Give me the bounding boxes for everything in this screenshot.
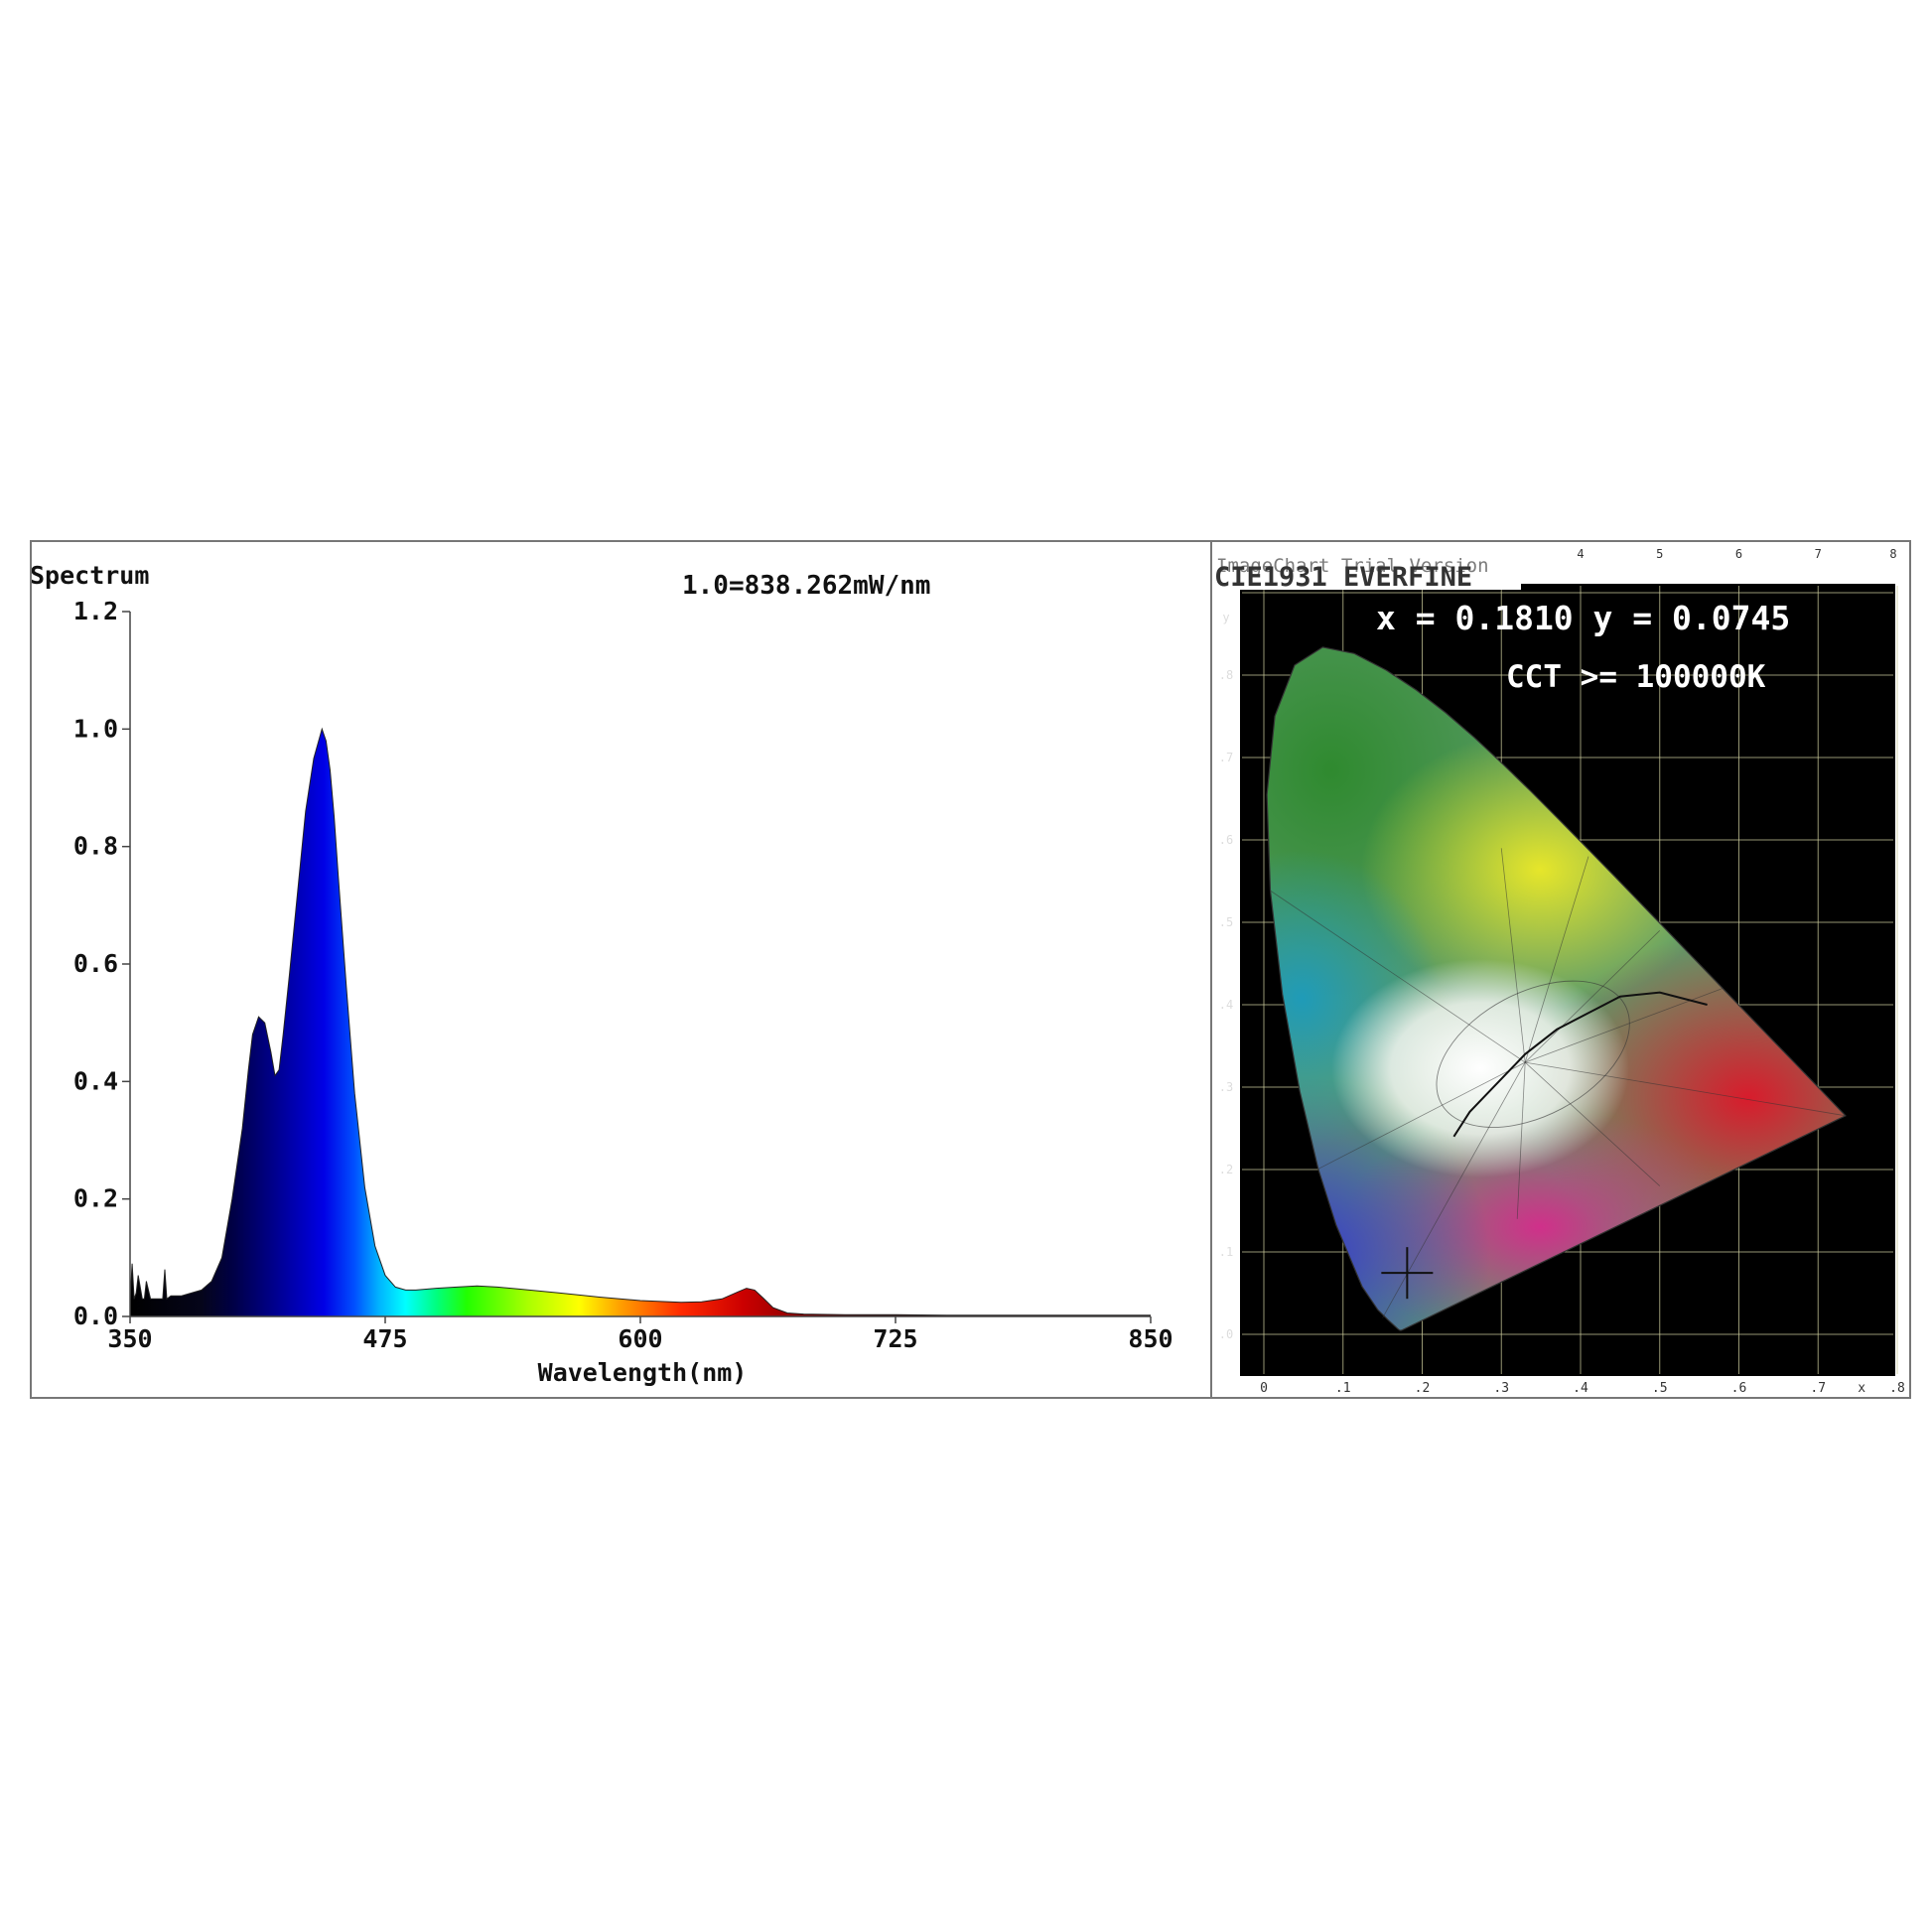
cie-x-tick-label: .5 — [1652, 1381, 1668, 1396]
region-boundary — [1500, 848, 1526, 1063]
cie-header: CIE1931 EVERFINE — [1214, 562, 1472, 593]
white-region-boundary — [1436, 980, 1630, 1128]
cie-top-tick-label: 4 — [1577, 547, 1584, 561]
cie-axes: 0 .1 .2 .3 .4 .5 .6 .7 x .8 4 5 6 7 8 .0 .1 .2 .3 .4 .5 .6 .7.… — [1219, 547, 1905, 1396]
y-tick-label: 0.8 — [73, 832, 118, 861]
region-boundary — [1524, 1061, 1661, 1186]
cie-y-tick-label: .8 — [1219, 668, 1233, 682]
cie-x-tick-label: .3 — [1493, 1381, 1509, 1396]
cie-x-tick-label: .2 — [1415, 1381, 1431, 1396]
cie-top-tick-label: 6 — [1735, 547, 1742, 561]
cie-top-tick-label: 5 — [1656, 547, 1663, 561]
cie-y-tick-label: .2 — [1219, 1163, 1233, 1176]
cie-x-tick-label: 0 — [1260, 1381, 1268, 1396]
cie-header-background — [1214, 556, 1521, 590]
spectrum-axes: 0.0 0.2 0.4 0.6 0.8 1.0 1.2 350 475 600 725 850 — [73, 597, 1173, 1353]
cie-y-tick-label: .7 — [1219, 751, 1233, 764]
figure-frame: Spectrum 1.0=838.262mW/nm 0.0 0.2 0.4 0.6 0.… — [30, 540, 1911, 1399]
chromaticity-readout: x = 0.1810 y = 0.0745 — [1376, 599, 1790, 637]
cie-y-tick-label: y — [1222, 611, 1229, 624]
cie-y-tick-label: .3 — [1219, 1080, 1233, 1094]
region-boundary — [1524, 930, 1661, 1063]
region-boundary — [1525, 1061, 1846, 1117]
spectrum-panel: Spectrum 1.0=838.262mW/nm 0.0 0.2 0.4 0.6 0.… — [30, 542, 1210, 1397]
cie-top-tick-label: 8 — [1889, 547, 1896, 561]
panel-divider — [1210, 542, 1212, 1397]
y-tick-label: 0.4 — [73, 1066, 118, 1095]
cie-y-tick-label: .4 — [1219, 998, 1233, 1012]
cie-top-tick-label: 7 — [1815, 547, 1822, 561]
color-region-boundaries — [1270, 848, 1846, 1318]
x-tick-label: 600 — [618, 1324, 662, 1353]
y-tick-label: 0.6 — [73, 949, 118, 978]
spectrum-outline — [129, 727, 1151, 1316]
spectrum-chart: Spectrum 1.0=838.262mW/nm 0.00.20.40.60.… — [30, 561, 1173, 1387]
cie-y-tick-label: .5 — [1219, 915, 1233, 929]
y-tick-label: 0.2 — [73, 1184, 118, 1213]
planckian-locus — [1452, 991, 1708, 1138]
trial-version-overlay: ImageChart Trial Version — [1216, 555, 1489, 577]
y-tick-label: 0.0 — [73, 1302, 118, 1330]
cct-readout: CCT >= 100000K — [1506, 659, 1766, 695]
region-boundary — [1317, 1061, 1526, 1170]
spectrum-title: Spectrum — [32, 561, 149, 590]
spectrum-area — [130, 729, 1151, 1316]
cie-x-tick-label: .4 — [1573, 1381, 1588, 1396]
cie-x-tick-label: .8 — [1889, 1381, 1905, 1396]
y-tick-label: 1.0 — [73, 714, 118, 743]
chromaticity-point-marker — [1381, 1247, 1434, 1300]
cie-y-tick-label: .6 — [1219, 833, 1233, 847]
region-boundary — [1516, 1062, 1526, 1219]
cie-y-tick-label: .1 — [1219, 1245, 1233, 1259]
cie-x-tick-label: .6 — [1731, 1381, 1747, 1396]
cie-x-tick-label: .7 — [1810, 1381, 1826, 1396]
region-boundary — [1524, 856, 1589, 1063]
spectral-locus-outline — [1266, 646, 1847, 1331]
x-tick-label: 850 — [1128, 1324, 1173, 1353]
x-axis-label: Wavelength(nm) — [538, 1358, 748, 1387]
x-tick-label: 350 — [107, 1324, 152, 1353]
x-tick-label: 475 — [362, 1324, 407, 1353]
y-tick-label: 1.2 — [73, 597, 118, 625]
cie-y-tick-label: .0 — [1219, 1327, 1233, 1341]
x-tick-label: 725 — [873, 1324, 917, 1353]
cie-x-tick-label: x — [1858, 1381, 1865, 1396]
cie-panel: 0 .1 .2 .3 .4 .5 .6 .7 x .8 4 5 6 7 8 .0 .1 .2 .3 .4 .5 .6 .7.… — [1212, 542, 1909, 1397]
region-boundary — [1270, 890, 1526, 1063]
cie-x-tick-label: .1 — [1335, 1381, 1351, 1396]
cie-chromaticity-chart: 0 .1 .2 .3 .4 .5 .6 .7 x .8 4 5 6 7 8 .0 .1 .2 .3 .4 .5 .6 .7.… — [1214, 547, 1905, 1396]
spectrum-scale-annotation: 1.0=838.262mW/nm — [682, 571, 930, 601]
